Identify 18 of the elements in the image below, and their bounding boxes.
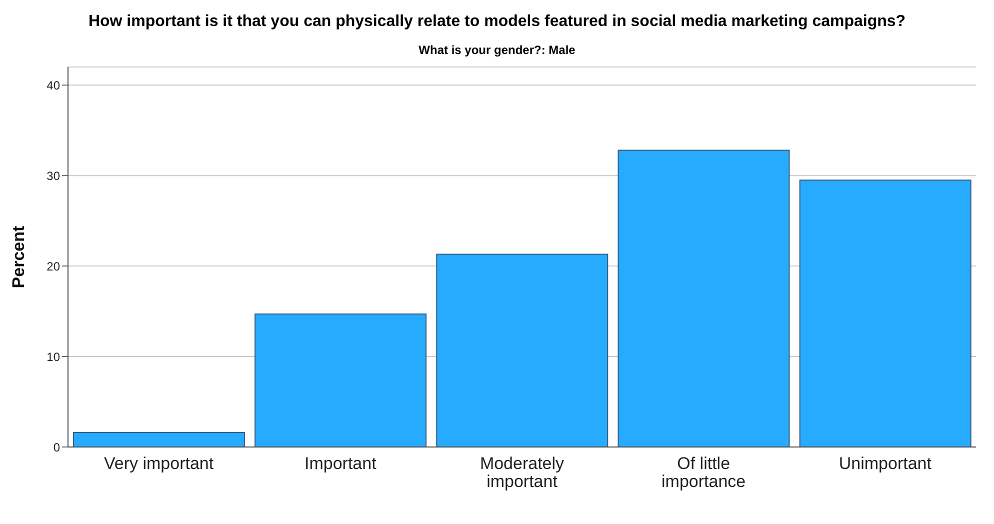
- x-tick-label: Very important: [104, 454, 214, 473]
- y-tick-label: 10: [46, 350, 60, 364]
- bar: [254, 314, 427, 447]
- bar: [436, 254, 608, 447]
- y-axis-title: Percent: [9, 225, 28, 288]
- bar: [799, 180, 972, 447]
- x-tick-label: Of little importance: [662, 454, 746, 491]
- y-tick-label: 40: [46, 78, 60, 92]
- bar: [618, 150, 790, 447]
- y-tick-label: 30: [46, 168, 60, 183]
- chart-title: How important is it that you can physically relate to models featured in social media marketing campaigns?: [87, 12, 907, 30]
- x-tick-label: Unimportant: [838, 454, 932, 473]
- y-tick-label: 20: [46, 259, 60, 274]
- bar: [72, 432, 245, 447]
- chart-subtitle: What is your gender?: Male: [418, 43, 576, 57]
- y-tick-label: 0: [53, 440, 60, 454]
- x-tick-label: Moderately important: [480, 454, 565, 491]
- x-tick-label: Important: [304, 454, 377, 473]
